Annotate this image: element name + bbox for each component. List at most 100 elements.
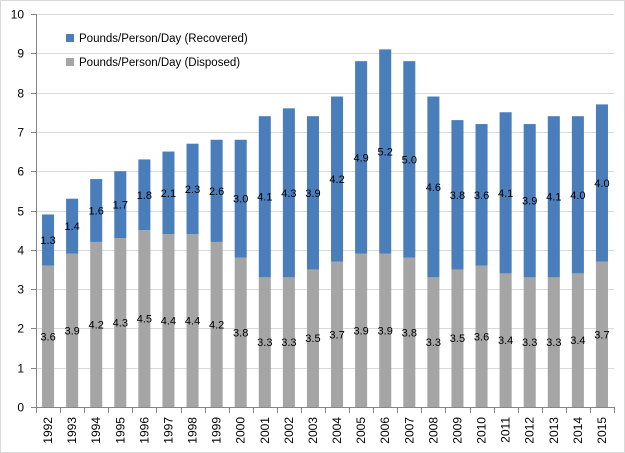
x-tick-label-2001: 2001: [258, 417, 272, 444]
y-tick-label-1: 1: [17, 362, 24, 376]
legend-swatch-0: [66, 34, 74, 42]
data-label-disposed-2006: 3.9: [378, 325, 393, 337]
bar-recovered-2000: [234, 139, 247, 258]
bar-recovered-2004: [331, 96, 344, 262]
data-label-disposed-2000: 3.8: [233, 327, 248, 339]
bar-disposed-1996: [138, 230, 151, 407]
x-tick-label-1993: 1993: [65, 417, 79, 444]
data-label-disposed-2008: 3.3: [426, 337, 441, 349]
bar-disposed-2009: [451, 269, 464, 407]
bar-recovered-2012: [523, 124, 536, 278]
gridlines: [36, 14, 614, 369]
data-label-disposed-1993: 3.9: [64, 325, 79, 337]
bar-recovered-2014: [571, 116, 584, 274]
data-label-disposed-1996: 4.5: [137, 314, 152, 326]
data-label-disposed-1999: 4.2: [209, 319, 224, 331]
bar-disposed-2012: [523, 277, 536, 407]
x-tick-label-2014: 2014: [571, 417, 585, 444]
bar-disposed-2001: [258, 277, 271, 407]
x-tick-label-2005: 2005: [354, 417, 368, 444]
data-label-disposed-1998: 4.4: [185, 316, 200, 328]
bar-disposed-2000: [234, 257, 247, 407]
data-label-disposed-2007: 3.8: [402, 327, 417, 339]
bar-recovered-2010: [475, 124, 488, 266]
bar-disposed-2004: [331, 261, 344, 407]
data-label-recovered-2012: 3.9: [522, 196, 537, 208]
data-label-recovered-1992: 1.3: [40, 235, 55, 247]
bar-disposed-2013: [547, 277, 560, 407]
x-tick-label-2000: 2000: [234, 417, 248, 444]
data-label-disposed-2004: 3.7: [329, 329, 344, 341]
bar-disposed-2007: [403, 257, 416, 407]
bars: [42, 49, 608, 407]
y-tick-label-8: 8: [17, 87, 24, 101]
x-tick-label-1998: 1998: [186, 417, 200, 444]
bar-recovered-2015: [595, 104, 608, 262]
data-label-recovered-1997: 2.1: [161, 188, 176, 200]
bar-recovered-2002: [282, 108, 295, 278]
data-label-recovered-2004: 4.2: [329, 174, 344, 186]
data-label-disposed-2003: 3.5: [305, 333, 320, 345]
data-label-disposed-1992: 3.6: [40, 331, 55, 343]
y-tick-label-9: 9: [17, 47, 24, 61]
bar-recovered-2005: [355, 61, 368, 254]
data-label-disposed-2001: 3.3: [257, 337, 272, 349]
y-tick-label-5: 5: [17, 205, 24, 219]
data-label-recovered-2007: 5.0: [402, 154, 417, 166]
x-tick-label-2011: 2011: [499, 417, 513, 443]
data-label-recovered-2003: 3.9: [305, 188, 320, 200]
y-tick-label-4: 4: [17, 244, 24, 258]
x-tick-label-1994: 1994: [89, 417, 103, 444]
data-label-disposed-1997: 4.4: [161, 316, 176, 328]
bar-recovered-2003: [306, 116, 319, 270]
legend-label-1: Pounds/Person/Day (Disposed): [79, 57, 240, 69]
data-label-recovered-1998: 2.3: [185, 184, 200, 196]
legend-label-0: Pounds/Person/Day (Recovered): [79, 33, 248, 45]
bar-recovered-1996: [138, 159, 151, 231]
data-label-disposed-2002: 3.3: [281, 337, 296, 349]
bar-disposed-1999: [210, 241, 223, 407]
data-label-recovered-2008: 4.6: [426, 182, 441, 194]
data-label-recovered-2006: 5.2: [378, 147, 393, 159]
data-label-recovered-2009: 3.8: [450, 190, 465, 202]
axes: 0 1 2 3 4 5 6 7 8 9 10 1992 1993 1994 1995 1996 1997 1998…: [11, 8, 615, 444]
x-tick-label-2008: 2008: [426, 417, 440, 444]
y-tick-label-6: 6: [17, 165, 24, 179]
x-tick-label-2012: 2012: [523, 417, 537, 444]
data-label-disposed-2014: 3.4: [570, 335, 585, 347]
bar-recovered-2013: [547, 116, 560, 278]
bar-recovered-2008: [427, 96, 440, 278]
bar-recovered-2001: [258, 116, 271, 278]
data-label-disposed-2011: 3.4: [498, 335, 513, 347]
bar-recovered-1993: [66, 198, 79, 254]
bar-disposed-1995: [114, 238, 127, 407]
legend: Pounds/Person/Day (Recovered) Pounds/Pers…: [66, 33, 248, 69]
x-tick-label-2007: 2007: [402, 417, 416, 444]
data-label-recovered-2000: 3.0: [233, 194, 248, 206]
data-label-recovered-1994: 1.6: [89, 206, 104, 218]
data-label-recovered-2010: 3.6: [474, 190, 489, 202]
data-label-recovered-1995: 1.7: [113, 200, 128, 212]
bar-disposed-2003: [306, 269, 319, 407]
data-labels: 3.6 3.9 4.2 4.3 4.5 4.4 4.4 4.2 3.8 3.3 3.3 3.5 3.7 3…: [40, 147, 609, 350]
y-tick-label-2: 2: [17, 322, 24, 336]
bar-recovered-2007: [403, 61, 416, 258]
data-label-recovered-2014: 4.0: [570, 190, 585, 202]
x-tick-label-2003: 2003: [306, 417, 320, 444]
data-label-recovered-2013: 4.1: [546, 192, 561, 204]
bar-disposed-2011: [499, 273, 512, 407]
bar-recovered-2011: [499, 112, 512, 274]
data-label-disposed-2009: 3.5: [450, 333, 465, 345]
y-tick-label-3: 3: [17, 283, 24, 297]
bar-disposed-1998: [186, 234, 199, 407]
x-tick-label-1996: 1996: [137, 417, 151, 444]
bar-recovered-1997: [162, 151, 175, 235]
data-label-disposed-2015: 3.7: [594, 329, 609, 341]
y-tick-label-10: 10: [11, 8, 25, 22]
bar-disposed-1994: [90, 241, 103, 407]
data-label-recovered-2001: 4.1: [257, 192, 272, 204]
x-tick-label-2002: 2002: [282, 417, 296, 444]
x-tick-label-2015: 2015: [595, 417, 609, 444]
x-tick-label-1997: 1997: [161, 417, 175, 444]
